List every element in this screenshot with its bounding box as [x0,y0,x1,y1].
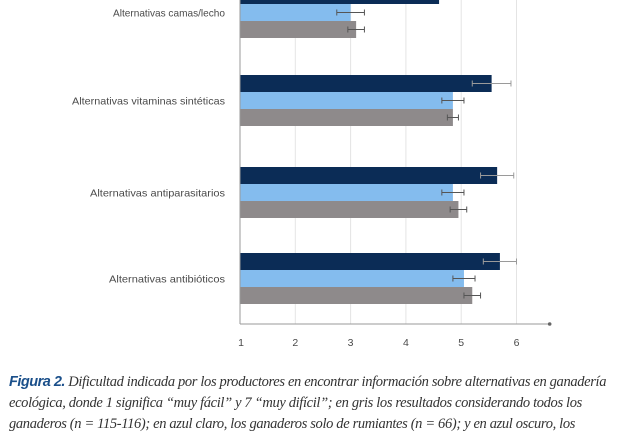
category-label-2: Alternativas vitaminas sintéticas [72,96,225,108]
x-tick-label-6: 6 [514,337,520,349]
bar-series3-4 [240,287,473,304]
category-label-4: Alternativas antibióticos [109,274,225,286]
bar-series1-3 [240,167,498,184]
category-label-3: Alternativas antiparasitarios [90,188,225,200]
bar-series2-2 [240,92,453,109]
caption-text: Dificultad indicada por los productores … [9,374,607,432]
category-label-1: Alternativas camas/lecho [113,8,225,20]
bar-series3-1 [240,21,357,38]
bar-series2-1 [240,4,351,21]
bar-series2-4 [240,270,464,287]
bar-series1-4 [240,253,500,270]
bar-chart: Alternativas camas/lecho Alternativas vit… [72,0,552,349]
bar-series1-1 [240,0,440,4]
x-tick-label-3: 3 [348,337,354,349]
bar-series1-2 [240,75,492,92]
bar-series3-2 [240,109,453,126]
x-tick-label-2: 2 [292,337,298,349]
figure-caption: Figura 2. Dificultad indicada por los pr… [9,372,631,433]
x-tick-label-5: 5 [458,337,464,349]
x-tick-label-1: 1 [238,337,244,349]
bar-series2-3 [240,184,453,201]
x-axis-end-dot [547,322,552,326]
x-tick-label-4: 4 [403,337,409,349]
bar-series3-3 [240,201,459,218]
caption-label: Figura 2. [9,374,65,390]
